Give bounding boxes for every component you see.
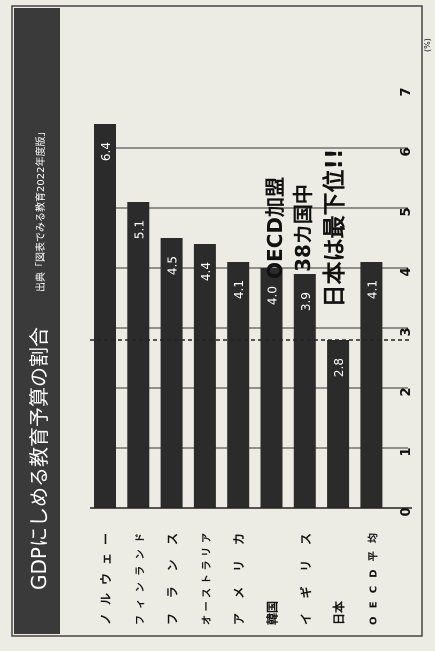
annotation-line-1: OECD加盟: [263, 177, 287, 279]
value-label-2: 5.1: [132, 220, 146, 239]
bar-1: [94, 124, 116, 508]
tick-label-1: 1: [399, 447, 414, 456]
tick-label-3: 3: [399, 327, 414, 336]
bar-9: [360, 262, 383, 508]
chart-title: GDPにしめる教育予算の割合: [27, 327, 51, 590]
tick-label-4: 4: [399, 267, 414, 276]
category-label-1: ノルウェー: [99, 533, 113, 625]
bar-7: [293, 274, 316, 508]
grid-lines: [100, 147, 408, 449]
value-label-3: 4.5: [166, 256, 180, 275]
axis-unit: (%): [423, 38, 432, 52]
bar-6: [260, 268, 283, 508]
category-label-7: イギリス: [298, 533, 313, 625]
value-label-8: 2.8: [332, 358, 346, 377]
value-label-9: 4.1: [365, 280, 379, 299]
chart-frame: [11, 5, 423, 637]
tick-label-7: 7: [399, 87, 414, 96]
bar-5: [227, 262, 250, 508]
value-label-6: 4.0: [266, 286, 280, 305]
bar-2: [127, 202, 150, 508]
category-label-9: OECD平均: [366, 533, 379, 625]
value-label-4: 4.4: [199, 262, 213, 281]
bar-3: [160, 238, 183, 508]
annotation: OECD加盟 38カ国中 日本は最下位!!: [263, 149, 348, 308]
tick-label-0: 0: [399, 507, 414, 516]
value-label-1: 6.4: [99, 142, 113, 161]
value-label-7: 3.9: [299, 292, 313, 311]
category-label-2: フィンランド: [134, 533, 146, 625]
category-label-6: 韓国: [265, 601, 280, 625]
tick-label-5: 5: [399, 207, 414, 216]
bars: 6.4 5.1 4.5 4.4 4.1 4.0 3.9 2.8 4.1: [94, 124, 383, 508]
bar-4: [193, 244, 216, 508]
axis-ticks: 0 1 2 3 4 5 6 7: [399, 87, 414, 516]
category-label-8: 日本: [331, 601, 346, 625]
category-label-3: フランス: [166, 533, 180, 625]
category-label-4: オーストラリア: [201, 533, 213, 625]
tick-label-2: 2: [399, 387, 414, 396]
annotation-line-2: 38カ国中: [291, 184, 315, 272]
chart-source: 出典「図表でみる教育2022年度版」: [34, 127, 47, 292]
value-label-5: 4.1: [232, 280, 246, 299]
annotation-line-3: 日本は最下位!!: [321, 149, 348, 308]
bar-8: [327, 340, 350, 508]
title-band: [14, 8, 60, 634]
category-label-5: アメリカ: [232, 533, 246, 625]
tick-label-6: 6: [399, 147, 414, 156]
